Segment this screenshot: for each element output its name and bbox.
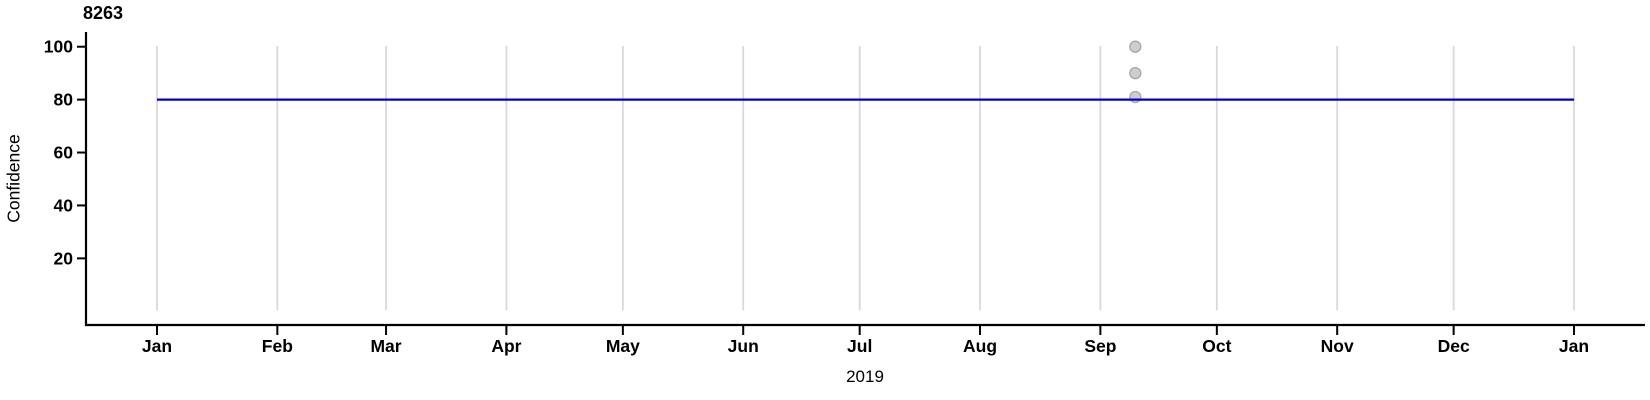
x-tick-label-6: Jul (847, 336, 872, 356)
x-tick-label-5: Jun (728, 336, 759, 356)
x-tick-label-8: Sep (1084, 336, 1116, 356)
x-tick-label-10: Nov (1321, 336, 1354, 356)
axis-lines (84, 32, 1645, 327)
chart-title: 8263 (83, 3, 124, 23)
x-tick-label-3: Apr (491, 336, 521, 356)
y-tick-label-100: 100 (44, 37, 73, 57)
x-axis-ticks: Jan Feb Mar Apr May Jun Jul Aug Sep Oct Nov Dec Jan (142, 326, 1589, 356)
y-tick-label-20: 20 (54, 248, 74, 268)
x-tick-label-2: Mar (370, 336, 401, 356)
y-axis-ticks: 100 80 60 40 20 (44, 37, 85, 268)
x-axis-title: 2019 (846, 367, 884, 386)
x-tick-label-9: Oct (1202, 336, 1231, 356)
data-point-81 (1129, 90, 1142, 104)
gridlines (156, 46, 1575, 311)
data-point-90 (1129, 67, 1142, 80)
x-tick-label-1: Feb (262, 336, 293, 356)
x-tick-label-0: Jan (142, 336, 172, 356)
data-point-100 (1129, 40, 1142, 53)
y-axis-title: Confidence (3, 134, 24, 223)
y-tick-label-80: 80 (54, 90, 74, 110)
x-tick-label-7: Aug (963, 336, 997, 356)
x-tick-label-11: Dec (1438, 336, 1470, 356)
x-tick-label-12: Jan (1559, 336, 1589, 356)
scatter-points (1129, 40, 1142, 104)
x-tick-label-4: May (606, 336, 640, 356)
y-tick-label-60: 60 (54, 143, 74, 163)
y-tick-label-40: 40 (54, 195, 74, 215)
